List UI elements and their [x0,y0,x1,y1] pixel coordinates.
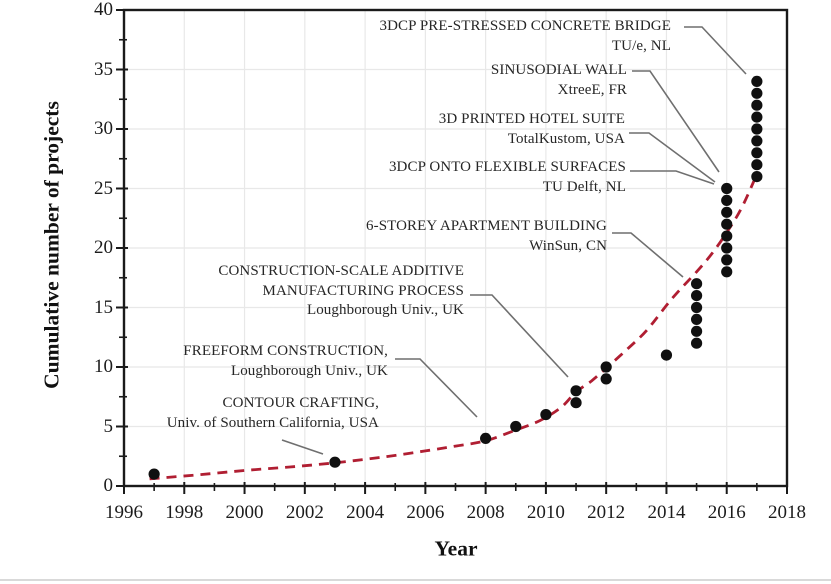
data-point [690,278,703,290]
leader-line-flexible [630,170,715,185]
x-axis-tick-label: 1996 [105,502,143,523]
annotation-contour: CONTOUR CRAFTING, Univ. of Southern Calif… [167,394,379,433]
annotation-sixstorey: 6-STOREY APARTMENT BUILDING WinSun, CN [366,217,607,256]
data-point [510,420,522,433]
x-axis-tick-label: 2000 [225,502,264,523]
y-axis-tick-label: 5 [103,415,114,437]
x-axis-tick-label: 2016 [707,502,746,523]
data-point [660,349,673,361]
annotation-freeform: FREEFORM CONSTRUCTION, Loughborough Univ.… [183,342,388,381]
data-point [721,242,733,254]
x-axis-title: Year [434,536,478,561]
leader-line-sinusodial [632,70,720,173]
leader-line-consscale [470,294,569,378]
data-point [751,99,763,111]
x-axis-tick-label: 2018 [768,502,806,523]
leader-line-bridge [684,26,747,75]
x-axis-tick-label: 2002 [285,502,324,523]
annotation-flexible: 3DCP ONTO FLEXIBLE SURFACES TU Delft, NL [389,158,626,197]
data-point [751,159,763,171]
x-axis-tick-label: 2006 [406,502,445,523]
x-axis-tick-label: 2014 [647,502,686,523]
y-axis-tick-label: 10 [94,356,113,377]
leader-line-contour [281,439,324,455]
data-point [690,325,703,337]
leader-line-sixstorey [612,232,684,278]
annotation-line: 3DCP ONTO FLEXIBLE SURFACES [388,159,626,175]
y-axis-tick-label: 15 [94,296,113,318]
page-bottom-edge-line [0,579,831,581]
x-axis-tick-label: 2012 [587,502,626,523]
data-point [540,409,552,421]
data-point [751,87,763,99]
data-point [570,397,582,409]
data-point [329,456,341,468]
annotation-line: 3D PRINTED HOTEL SUITE [438,111,625,127]
data-point [690,313,703,325]
data-point [721,218,733,230]
data-point [721,266,733,278]
annotation-line: MANUFACTURING PROCESS [262,282,464,299]
data-point [751,171,763,183]
annotation-line: Loughborough Univ., UK [230,362,388,379]
trend-curve [149,173,759,481]
data-point [751,111,763,123]
x-axis-tick-label: 2004 [346,502,385,523]
y-axis-tick-label: 20 [94,237,113,258]
data-point [690,290,703,302]
annotation-line: TU Delft, NL [542,178,626,195]
annotation-line: TotalKustom, USA [507,130,625,147]
y-axis-tick-label: 40 [94,0,113,20]
x-axis-tick-label: 2008 [466,502,505,523]
y-axis-tick-label: 25 [94,177,113,199]
annotation-consscale: CONSTRUCTION-SCALE ADDITIVE MANUFACTURING… [218,262,464,321]
annotation-bridge: 3DCP PRE-STRESSED CONCRETE BRIDGE TU/e, N… [379,17,671,56]
data-point [148,468,160,480]
y-axis-tick-label: 0 [103,475,114,496]
annotation-line: WinSun, CN [529,237,607,254]
data-point [721,206,733,218]
leader-line-hotel [629,132,716,183]
data-point [721,194,733,206]
annotation-line: XtreeE, FR [557,81,627,98]
annotation-line: TU/e, NL [611,37,671,54]
annotation-sinusodial: SINUSODIAL WALL XtreeE, FR [491,61,627,100]
leader-line-freeform [395,358,478,418]
data-point [751,147,763,159]
data-point [570,385,582,397]
data-point [690,337,703,349]
annotation-line: FREEFORM CONSTRUCTION, [183,343,388,359]
data-point [721,230,733,242]
y-axis-title: Cumulative number of projects [39,101,64,389]
data-point [751,135,763,147]
annotation-line: CONTOUR CRAFTING, [222,395,379,411]
data-point [721,254,733,266]
y-axis-tick-label: 35 [94,58,113,80]
data-point [751,123,763,135]
annotation-line: SINUSODIAL WALL [490,62,627,78]
data-point [721,182,733,195]
y-axis-tick-label: 30 [94,118,113,139]
data-point [480,432,492,444]
annotation-line: 6-STOREY APARTMENT BUILDING [366,218,607,234]
annotation-line: 3DCP PRE-STRESSED CONCRETE BRIDGE [379,18,671,34]
x-axis-tick-label: 2010 [526,502,565,523]
data-point [690,301,703,314]
annotation-line: CONSTRUCTION-SCALE ADDITIVE [218,263,464,279]
annotation-hotel: 3D PRINTED HOTEL SUITE TotalKustom, USA [439,110,625,149]
x-axis-tick-label: 1998 [165,502,204,523]
annotation-line: Loughborough Univ., UK [306,302,464,318]
data-point [600,361,612,373]
data-point [751,75,763,87]
data-point [600,373,612,385]
annotation-line: Univ. of Southern California, USA [166,414,379,431]
